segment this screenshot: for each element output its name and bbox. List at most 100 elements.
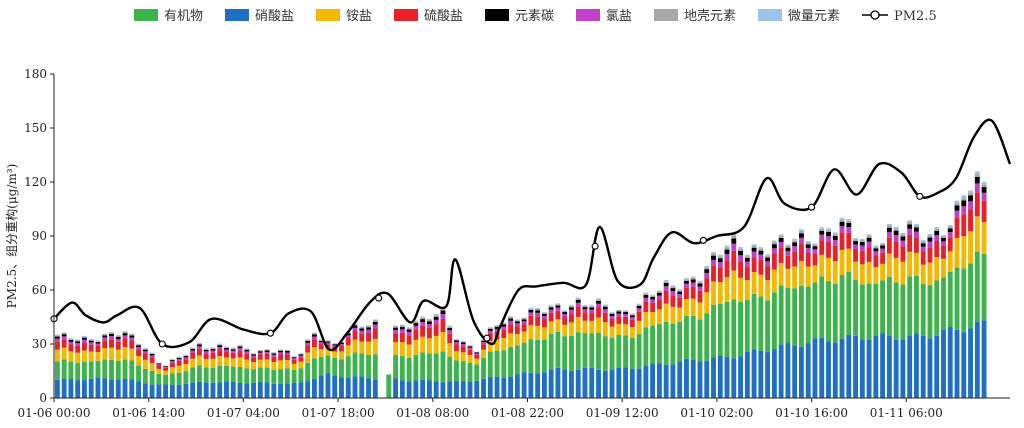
bar-109-微量元素	[792, 238, 798, 241]
bar-69-硫酸盐	[521, 324, 527, 332]
bar-114-元素碳	[826, 231, 831, 237]
bar-78-元素碳	[582, 307, 588, 310]
bar-106-有机物	[771, 292, 777, 350]
bar-99-硫酸盐	[724, 260, 730, 278]
bar-115-铵盐	[832, 261, 838, 284]
legend-pm25-marker	[870, 10, 880, 20]
bar-75-地壳元素	[562, 311, 568, 313]
bar-132-地壳元素	[947, 226, 953, 229]
bar-group-110	[799, 229, 804, 398]
bar-91-微量元素	[670, 285, 676, 287]
bar-28-地壳元素	[244, 348, 250, 350]
bar-50-铵盐	[393, 342, 399, 355]
bar-81-氯盐	[602, 309, 608, 313]
bar-group-66	[501, 322, 507, 398]
bar-67-元素碳	[508, 318, 514, 321]
bar-31-氯盐	[264, 351, 270, 354]
bar-5-有机物	[88, 361, 94, 379]
bar-126-氯盐	[907, 228, 913, 235]
bar-41-地壳元素	[332, 343, 338, 345]
bar-128-硫酸盐	[920, 251, 926, 265]
bar-74-有机物	[555, 331, 561, 368]
bar-88-硫酸盐	[650, 302, 656, 313]
bar-114-硫酸盐	[826, 241, 831, 258]
bar-101-氯盐	[738, 255, 743, 262]
bar-122-微量元素	[880, 242, 886, 244]
bar-68-硫酸盐	[514, 326, 520, 334]
bar-135-有机物	[968, 263, 973, 329]
bar-38-硫酸盐	[311, 339, 317, 348]
bar-10-铵盐	[122, 346, 128, 360]
bar-88-地壳元素	[650, 295, 656, 297]
bar-11-有机物	[129, 360, 135, 380]
bar-82-硫酸盐	[609, 318, 615, 327]
bar-87-铵盐	[643, 312, 649, 328]
x-tick-label-3: 01-07 18:00	[302, 406, 375, 420]
bar-100-有机物	[731, 299, 737, 359]
bar-group-76	[569, 305, 574, 398]
bar-38-氯盐	[311, 336, 317, 340]
bar-131-地壳元素	[941, 236, 946, 238]
bar-4-硝酸盐	[82, 380, 87, 398]
bar-20-硝酸盐	[190, 382, 196, 398]
bar-67-硝酸盐	[508, 376, 514, 398]
bar-133-铵盐	[954, 237, 960, 268]
bar-61-地壳元素	[467, 345, 473, 347]
bar-104-元素碳	[758, 250, 764, 255]
bar-group-102	[744, 254, 750, 398]
bar-group-20	[190, 347, 196, 398]
bar-11-地壳元素	[129, 334, 135, 336]
bar-62-有机物	[474, 364, 480, 381]
bar-40-铵盐	[325, 348, 331, 356]
bar-19-硝酸盐	[183, 383, 189, 398]
bar-71-氯盐	[535, 312, 541, 317]
bar-38-硝酸盐	[311, 378, 317, 398]
bar-25-有机物	[224, 365, 229, 382]
bar-47-微量元素	[372, 319, 378, 321]
bar-54-硫酸盐	[420, 325, 426, 337]
bar-60-元素碳	[460, 342, 466, 345]
bar-60-氯盐	[460, 344, 466, 347]
bar-59-有机物	[454, 360, 459, 381]
bar-42-元素碳	[339, 342, 344, 345]
bar-89-元素碳	[656, 292, 662, 296]
bar-12-硫酸盐	[136, 349, 141, 356]
bar-137-有机物	[981, 253, 987, 321]
bar-91-铵盐	[670, 306, 676, 324]
bar-98-铵盐	[717, 282, 723, 304]
bar-7-氯盐	[102, 337, 108, 341]
bar-45-微量元素	[359, 326, 365, 328]
bar-103-氯盐	[751, 251, 757, 258]
bar-74-铵盐	[555, 319, 561, 332]
bar-34-硝酸盐	[284, 383, 290, 398]
bar-122-元素碳	[880, 245, 886, 249]
bar-125-铵盐	[900, 261, 906, 285]
bar-117-硝酸盐	[846, 334, 852, 398]
bar-103-地壳元素	[751, 245, 757, 248]
bar-35-元素碳	[291, 357, 297, 359]
bar-2-铵盐	[68, 351, 74, 362]
bar-25-氯盐	[224, 349, 229, 352]
bar-85-元素碳	[629, 315, 635, 318]
bar-111-微量元素	[805, 241, 811, 243]
bar-90-微量元素	[663, 280, 669, 282]
bar-129-硫酸盐	[927, 247, 933, 263]
bar-112-硝酸盐	[812, 338, 818, 398]
bar-89-铵盐	[656, 309, 662, 325]
bar-124-元素碳	[893, 230, 899, 236]
bar-45-铵盐	[359, 341, 365, 354]
bar-group-103	[751, 244, 757, 398]
x-tick-label-9: 01-11 06:00	[870, 406, 943, 420]
bar-107-硝酸盐	[778, 344, 784, 398]
bar-61-元素碳	[467, 346, 473, 348]
bar-27-硝酸盐	[237, 382, 243, 398]
bar-66-微量元素	[501, 322, 507, 324]
bar-0-地壳元素	[54, 335, 60, 337]
bar-104-地壳元素	[758, 248, 764, 251]
bar-63-地壳元素	[481, 339, 486, 341]
bar-22-微量元素	[203, 348, 209, 350]
bar-117-硫酸盐	[846, 232, 852, 249]
bar-24-硫酸盐	[217, 349, 223, 357]
bar-15-元素碳	[156, 363, 162, 365]
bar-78-硝酸盐	[582, 367, 588, 398]
